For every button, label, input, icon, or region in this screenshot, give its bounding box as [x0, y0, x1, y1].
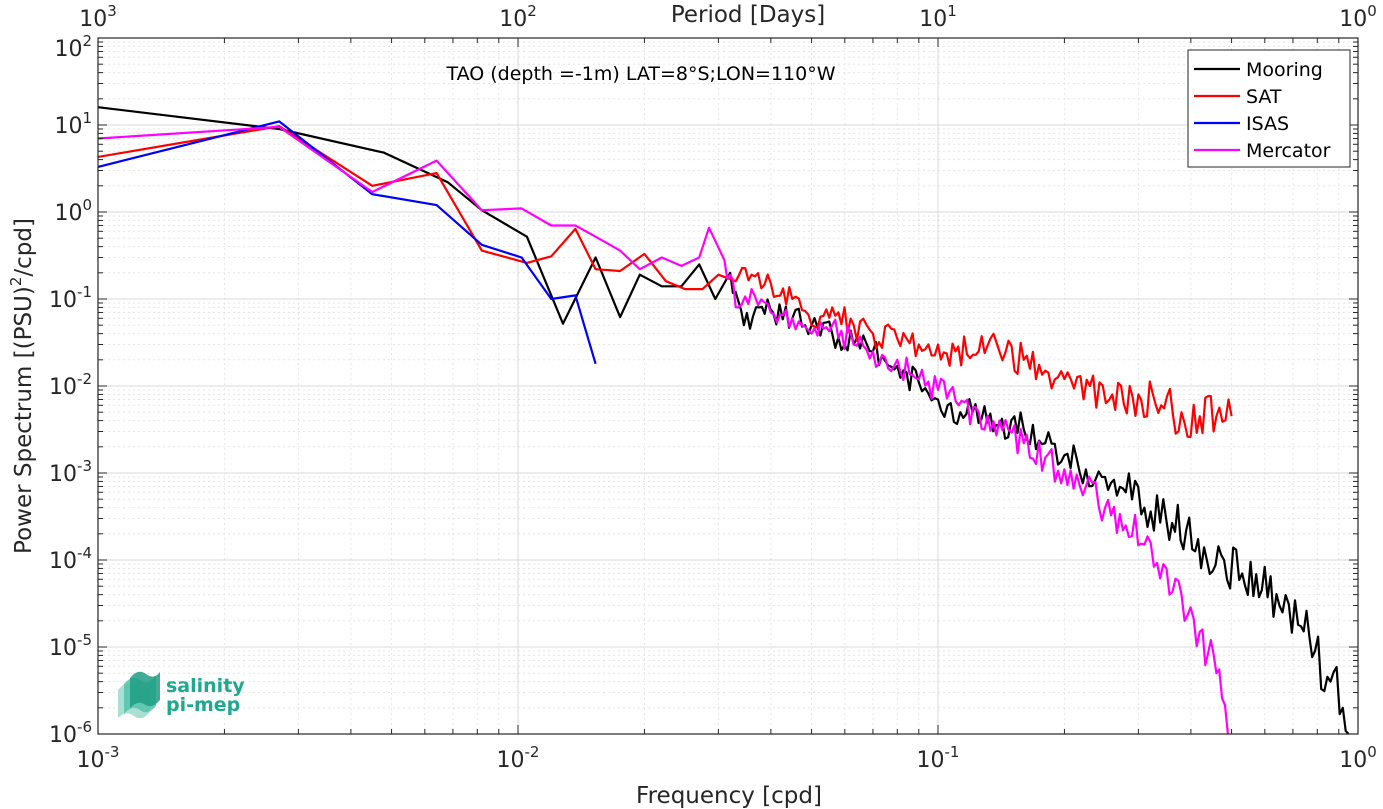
chart-title: TAO (depth =-1m) LAT=8°S;LON=110°W: [445, 63, 835, 85]
series-line-mercator: [97, 125, 1229, 735]
x-tick-label-base: 10: [497, 748, 525, 773]
y-tick-label-exp: -6: [77, 718, 92, 736]
y-tick-label: 10-5: [49, 631, 92, 661]
x-tick-label: 10-1: [917, 743, 960, 773]
x-tick-label-exp: 0: [1367, 743, 1377, 761]
y-tick-label-exp: -1: [77, 283, 92, 301]
y-axis-label-main: Power Spectrum [(PSU): [11, 286, 37, 554]
top-tick-label: 102: [499, 2, 537, 32]
y-tick-label: 10-6: [49, 718, 92, 748]
top-tick-label: 103: [79, 2, 117, 32]
top-tick-label-base: 10: [919, 7, 947, 32]
top-tick-label-exp: 1: [947, 2, 957, 20]
x-tick-label: 100: [1339, 743, 1377, 773]
series-line-isas: [97, 120, 597, 365]
x-tick-label: 10-3: [77, 743, 120, 773]
top-axis-label: Period [Days]: [671, 2, 825, 28]
series-line-mooring: [97, 106, 1350, 735]
logo-waves-icon: [118, 671, 160, 719]
top-tick-label-exp: 0: [1367, 2, 1377, 20]
y-tick-label-exp: 1: [82, 109, 92, 127]
y-tick-label-base: 10: [49, 549, 77, 574]
x-tick-label-base: 10: [1339, 748, 1367, 773]
logo-text-line1: salinity: [166, 675, 245, 697]
y-tick-label-exp: -5: [77, 631, 92, 649]
y-tick-label-exp: -4: [77, 544, 92, 562]
y-axis-label-tail: /cpd]: [11, 218, 37, 277]
top-tick-label-base: 10: [499, 7, 527, 32]
y-tick-label-base: 10: [54, 37, 82, 62]
y-tick-label: 10-2: [49, 370, 92, 400]
x-tick-label: 10-2: [497, 743, 540, 773]
y-axis-label: Power Spectrum [(PSU)2/cpd]: [7, 218, 37, 554]
top-tick-labels: 103 102 101 100: [79, 2, 1377, 32]
y-tick-label: 102: [54, 32, 92, 62]
y-tick-label-exp: -3: [77, 457, 92, 475]
y-tick-label: 10-3: [49, 457, 92, 487]
x-tick-label-exp: -3: [105, 743, 120, 761]
y-tick-label-base: 10: [49, 288, 77, 313]
x-tick-label-exp: -2: [525, 743, 540, 761]
y-tick-label-base: 10: [49, 462, 77, 487]
top-tick-label-exp: 3: [107, 2, 117, 20]
top-tick-label-base: 10: [1339, 7, 1367, 32]
legend-label-mooring: Mooring: [1246, 59, 1323, 81]
top-tick-label-exp: 2: [527, 2, 537, 20]
y-tick-label-base: 10: [49, 375, 77, 400]
legend: Mooring SAT ISAS Mercator: [1187, 49, 1351, 168]
minor-grid: [98, 38, 1358, 734]
top-tick-label-base: 10: [79, 7, 107, 32]
y-tick-label-exp: 2: [82, 32, 92, 50]
legend-label-sat: SAT: [1246, 86, 1282, 108]
y-tick-label-exp: 0: [82, 196, 92, 214]
salinity-pi-mep-logo: salinity pi-mep: [118, 671, 245, 719]
series-line-sat: [97, 125, 1233, 438]
y-tick-label: 101: [54, 109, 92, 139]
y-axis-label-sup: 2: [7, 277, 25, 287]
x-axis-label: Frequency [cpd]: [636, 783, 822, 809]
y-tick-label: 10-4: [49, 544, 92, 574]
x-tick-label-exp: -1: [945, 743, 960, 761]
series-layer: [97, 106, 1350, 735]
y-tick-label-exp: -2: [77, 370, 92, 388]
x-tick-labels: 10-3 10-2 10-1 100: [77, 743, 1377, 773]
legend-label-mercator: Mercator: [1246, 140, 1331, 162]
legend-label-isas: ISAS: [1246, 113, 1289, 135]
y-tick-label-base: 10: [49, 636, 77, 661]
top-tick-label: 101: [919, 2, 957, 32]
x-tick-label-base: 10: [917, 748, 945, 773]
y-tick-label-base: 10: [54, 201, 82, 226]
y-tick-label: 10-1: [49, 283, 92, 313]
logo-text-line2: pi-mep: [166, 694, 240, 716]
y-tick-label-base: 10: [49, 723, 77, 748]
tick-marks: [97, 37, 1359, 735]
x-tick-label-base: 10: [77, 748, 105, 773]
y-tick-label: 100: [54, 196, 92, 226]
legend-entries: Mooring SAT ISAS Mercator: [1194, 59, 1331, 162]
top-tick-label: 100: [1339, 2, 1377, 32]
y-tick-label-base: 10: [54, 114, 82, 139]
